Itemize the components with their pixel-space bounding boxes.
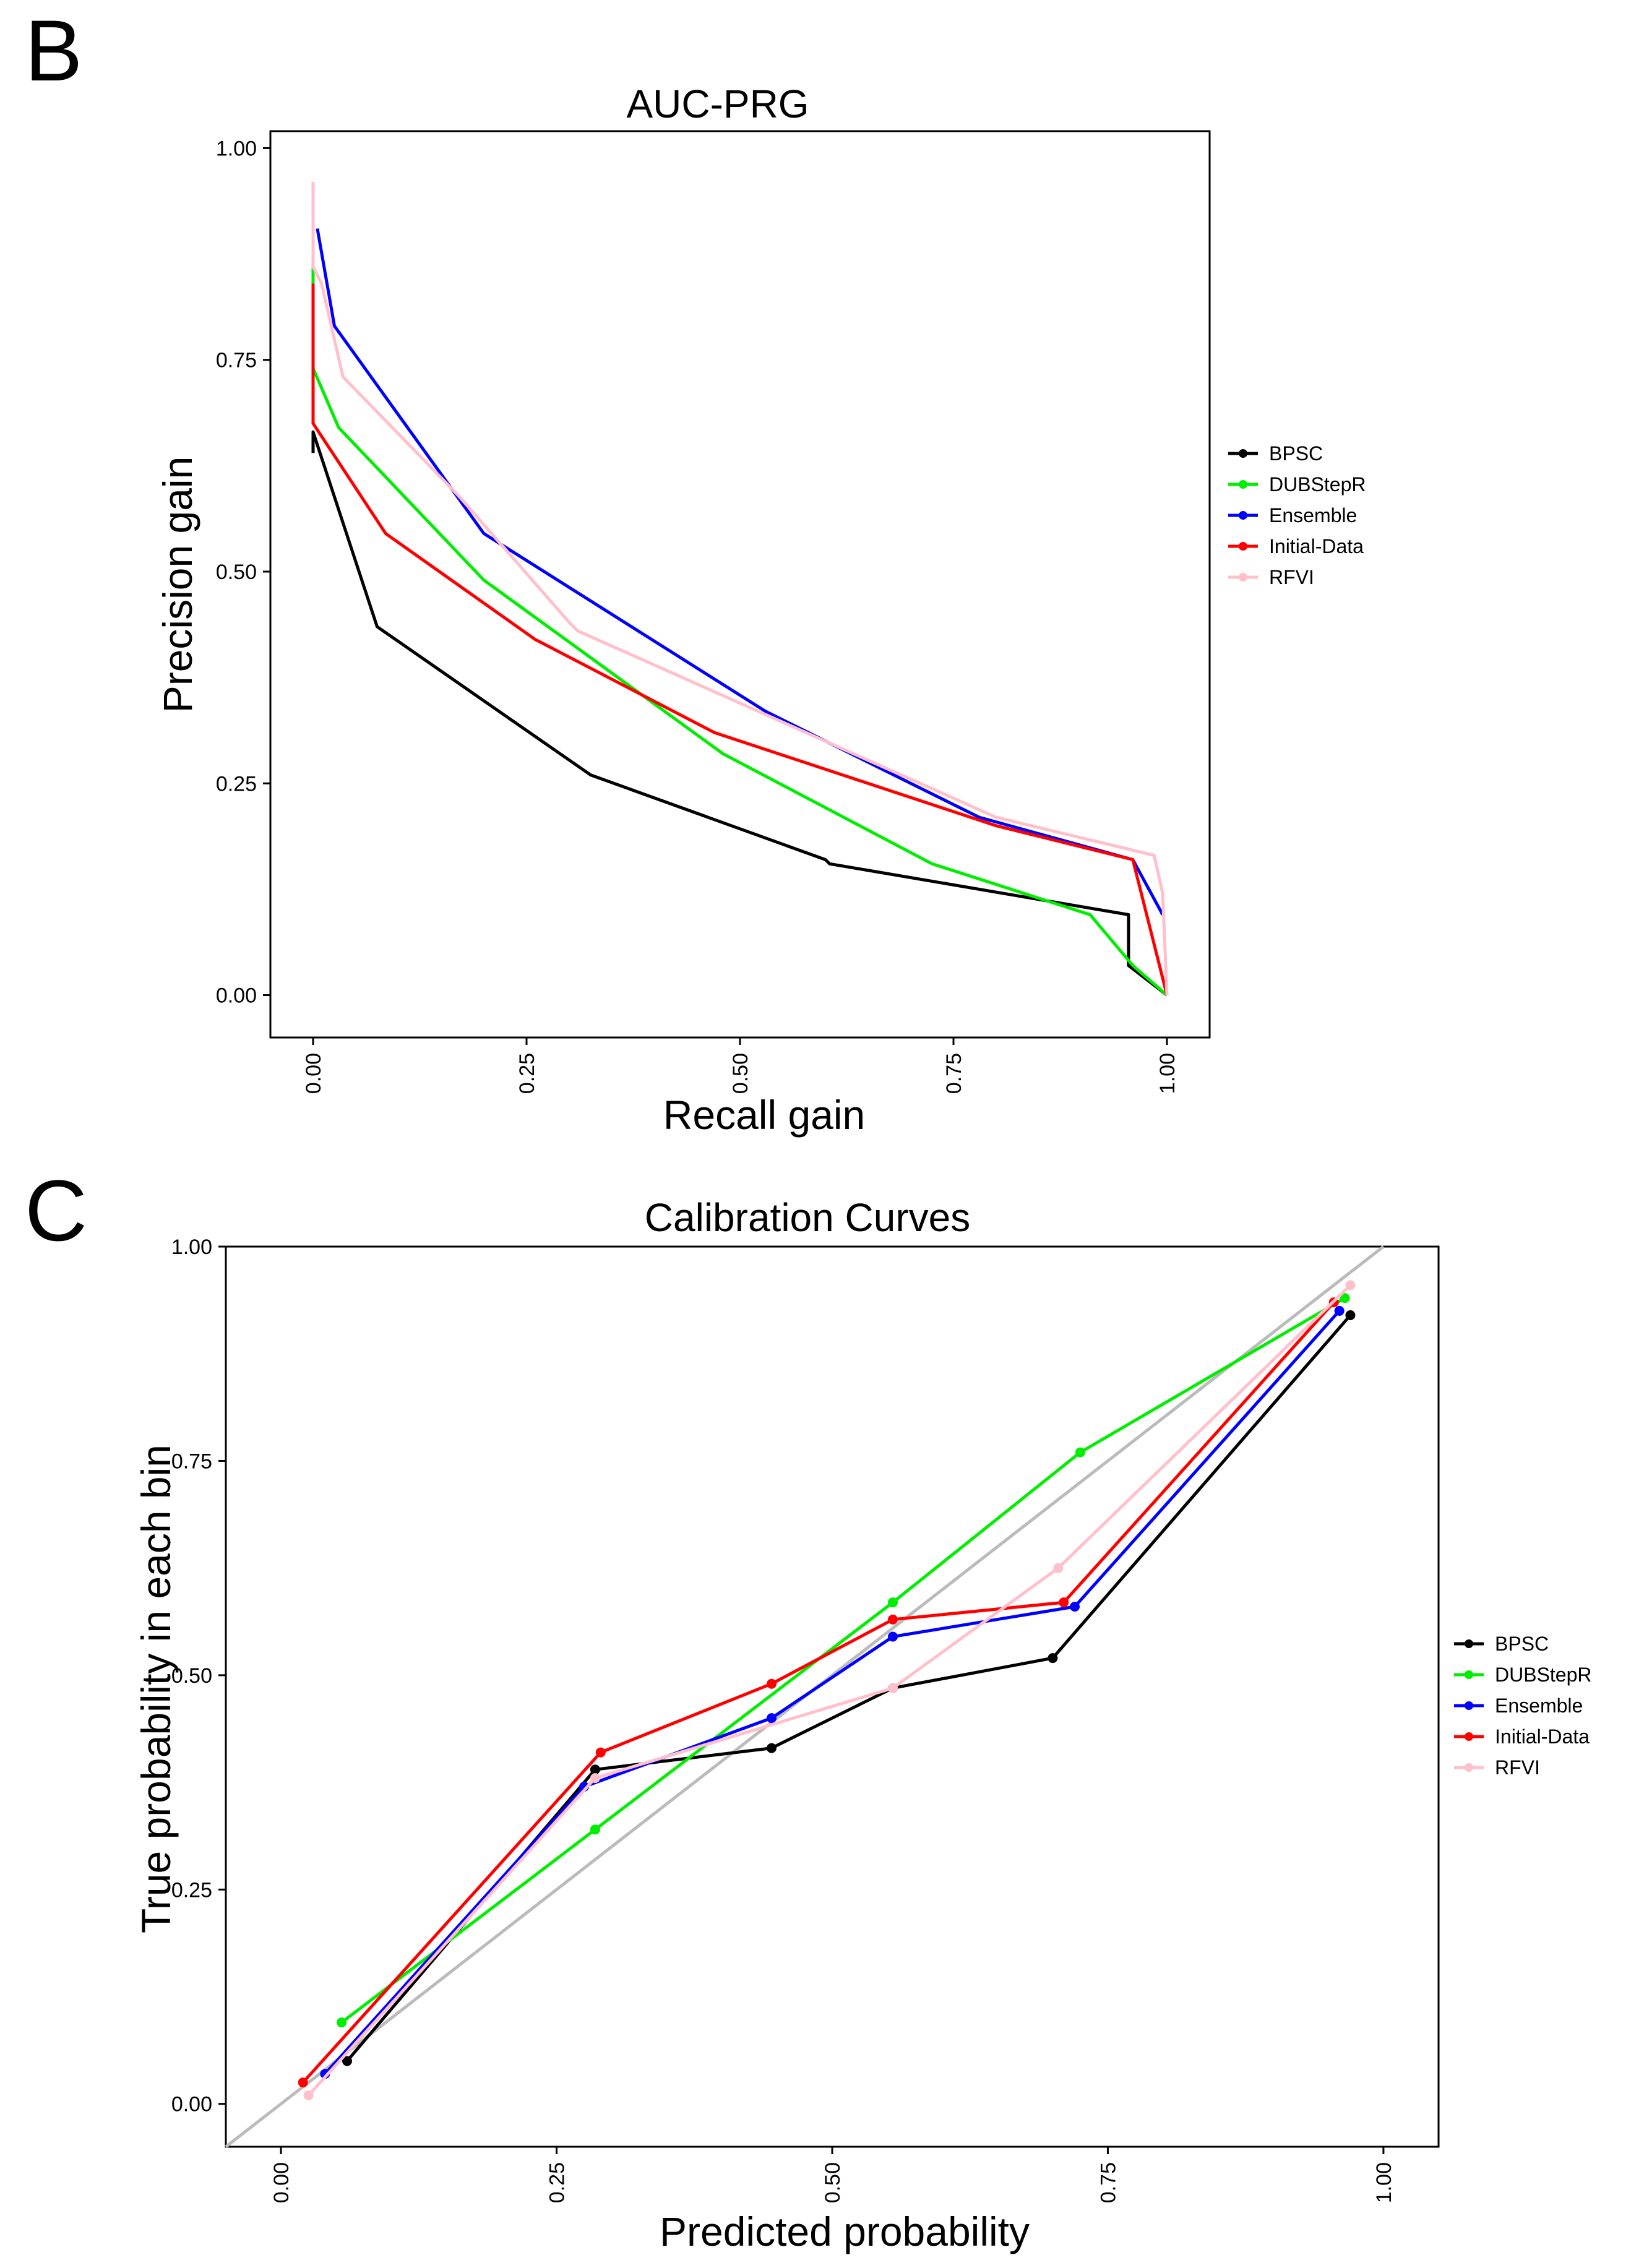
legend-marker-initial-data	[1239, 542, 1247, 551]
legend-marker-bpsc	[1239, 449, 1247, 458]
x-tick-label: 0.50	[729, 1053, 752, 1094]
x-tick-label: 1.00	[1372, 2162, 1396, 2203]
data-point-initial-data	[888, 1615, 898, 1625]
y-axis-label-c: True probability in each bin	[133, 1445, 179, 1933]
legend-marker-rfvi	[1465, 1763, 1473, 1772]
x-axis-label-c: Predicted probability	[660, 2209, 1030, 2254]
data-point-ensemble	[1070, 1602, 1080, 1612]
y-tick-label: 1.00	[171, 1235, 212, 1259]
data-point-bpsc	[590, 1764, 600, 1774]
y-axis-b: 0.00 0.25 0.50 0.75 1.00	[216, 137, 270, 1007]
legend-marker-dubstepr	[1239, 480, 1247, 489]
legend-label-ensemble: Ensemble	[1495, 1695, 1583, 1717]
x-tick-label: 1.00	[1156, 1053, 1179, 1094]
legend-c: BPSC DUBStepR Ensemble Initial-Data RFVI	[1454, 1633, 1592, 1779]
legend-marker-ensemble	[1465, 1701, 1473, 1710]
legend-label-rfvi: RFVI	[1495, 1756, 1540, 1779]
legend-label-initial-data: Initial-Data	[1495, 1725, 1590, 1748]
data-point-rfvi	[888, 1683, 898, 1693]
legend-label-bpsc: BPSC	[1495, 1633, 1549, 1655]
series-line-dubstepr	[313, 258, 1167, 995]
data-point-rfvi	[304, 2090, 314, 2100]
chart-title-b: AUC-PRG	[626, 82, 809, 126]
data-point-dubstepr	[590, 1824, 600, 1834]
x-axis-c: 0.00 0.25 0.50 0.75 1.00	[270, 2147, 1396, 2203]
y-tick-label: 0.50	[216, 561, 257, 584]
series-line-rfvi	[313, 182, 1167, 995]
legend-marker-bpsc	[1465, 1639, 1473, 1648]
x-axis-label-b: Recall gain	[663, 1092, 866, 1138]
chart-title-c: Calibration Curves	[645, 1195, 970, 1240]
legend-label-dubstepr: DUBStepR	[1269, 473, 1366, 496]
y-tick-label: 0.00	[171, 2093, 212, 2116]
data-point-rfvi	[590, 1773, 600, 1783]
legend-label-bpsc: BPSC	[1269, 442, 1323, 465]
series-line-bpsc	[313, 432, 1167, 995]
y-axis-c: 0.000.250.500.751.00	[171, 1235, 226, 2116]
data-point-dubstepr	[888, 1597, 898, 1607]
y-tick-label: 0.75	[216, 349, 257, 372]
x-tick-label: 0.00	[270, 2162, 293, 2203]
data-point-bpsc	[1048, 1653, 1057, 1663]
data-point-bpsc	[1345, 1310, 1355, 1320]
figure-canvas: B AUC-PRG 0.00 0.25 0.50 0.75 1.00 0.00 0.25 0…	[0, 0, 1631, 2268]
plot-frame-b	[270, 131, 1210, 1037]
panel-c: C Calibration Curves 0.00 0.25 0.50 0.75 1.0…	[25, 1162, 1592, 2254]
data-point-bpsc	[767, 1743, 777, 1753]
data-point-initial-data	[298, 2077, 308, 2087]
legend-label-initial-data: Initial-Data	[1269, 535, 1364, 557]
data-point-ensemble	[1335, 1306, 1345, 1316]
legend-label-dubstepr: DUBStepR	[1495, 1664, 1592, 1686]
legend-marker-rfvi	[1239, 573, 1247, 582]
series-line-bpsc	[347, 1315, 1351, 2061]
plot-frame-c	[226, 1247, 1439, 2147]
data-point-initial-data	[767, 1679, 777, 1689]
legend-label-ensemble: Ensemble	[1269, 504, 1357, 526]
series-group-b	[313, 182, 1167, 995]
data-point-rfvi	[1053, 1563, 1063, 1573]
data-point-dubstepr	[1075, 1448, 1085, 1458]
data-point-ensemble	[888, 1632, 898, 1642]
series-line-rfvi	[309, 1285, 1351, 2095]
y-tick-label: 0.25	[216, 772, 257, 796]
series-line-initial-data	[313, 283, 1167, 995]
x-tick-label: 0.25	[515, 1053, 539, 1094]
series-line-dubstepr	[342, 1298, 1345, 2022]
legend-marker-initial-data	[1465, 1732, 1473, 1741]
data-point-initial-data	[1059, 1597, 1069, 1607]
x-tick-label: 0.75	[942, 1053, 966, 1094]
panel-b: B AUC-PRG 0.000.250.500.751.00 0.00 0.25 0…	[25, 2, 1366, 1138]
series-line-ensemble	[325, 1311, 1339, 2074]
y-axis-label-b: Precision gain	[155, 457, 200, 713]
panel-label-c: C	[25, 1162, 87, 1259]
series-line-ensemble	[317, 229, 1163, 915]
x-tick-label: 0.50	[821, 2162, 845, 2203]
legend-label-rfvi: RFVI	[1269, 566, 1314, 588]
data-point-dubstepr	[337, 2017, 346, 2027]
y-tick-label: 1.00	[216, 137, 257, 160]
legend-marker-ensemble	[1239, 511, 1247, 520]
data-point-initial-data	[596, 1748, 606, 1758]
x-tick-label: 0.75	[1096, 2162, 1120, 2203]
legend-marker-dubstepr	[1465, 1670, 1473, 1679]
data-point-rfvi	[1345, 1280, 1355, 1290]
legend-b: BPSC DUBStepR Ensemble Initial-Data RFVI	[1228, 442, 1366, 588]
data-point-ensemble	[767, 1713, 777, 1723]
x-tick-label: 0.00	[302, 1053, 325, 1094]
panel-label-b: B	[25, 2, 82, 99]
y-tick-label: 0.00	[216, 984, 257, 1008]
series-group-c	[298, 1280, 1356, 2100]
x-axis-b: 0.00 0.25 0.50 0.75 1.00	[302, 1037, 1179, 1094]
x-tick-label: 0.25	[546, 2162, 569, 2203]
